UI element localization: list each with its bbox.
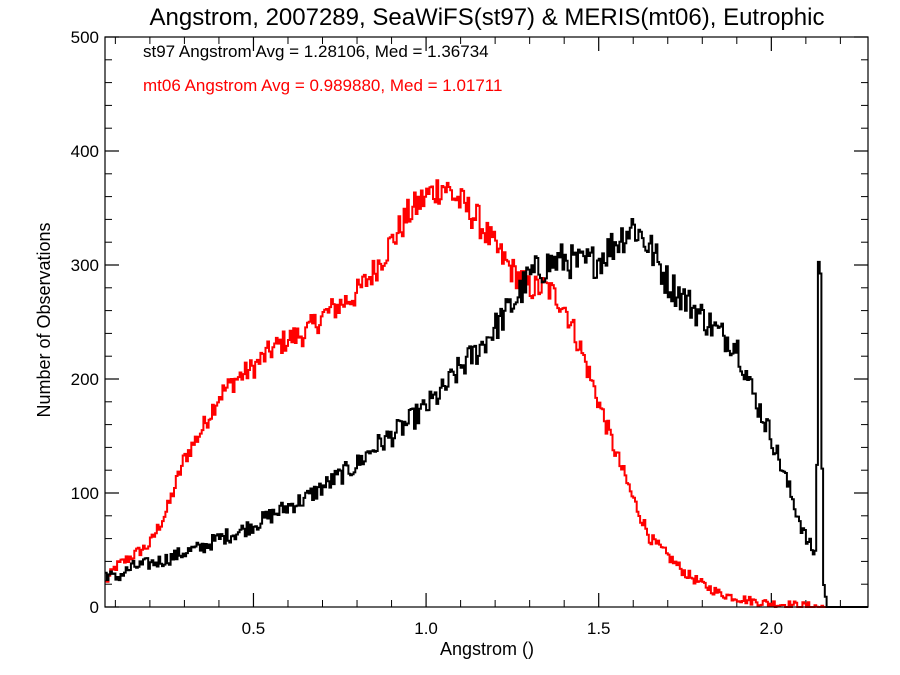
y-tick-label: 100 [71, 484, 99, 503]
y-tick-label: 400 [71, 142, 99, 161]
x-tick-label: 2.0 [760, 619, 784, 638]
axis-ticks: 0.5 1.0 1.5 2.0 0 100 200 300 400 500 [71, 28, 868, 638]
y-tick-label: 0 [90, 598, 99, 617]
series-st97-histogram [105, 218, 868, 608]
x-tick-label: 0.5 [242, 619, 266, 638]
series-mt06-histogram [105, 179, 868, 608]
plot-frame [104, 36, 869, 608]
y-tick-label: 500 [71, 28, 99, 47]
y-tick-label: 200 [71, 370, 99, 389]
x-axis-label: Angstrom () [440, 639, 534, 659]
y-tick-label: 300 [71, 256, 99, 275]
series-layer [105, 179, 868, 608]
chart-title: Angstrom, 2007289, SeaWiFS(st97) & MERIS… [150, 4, 825, 31]
annotation-mt06-stats: mt06 Angstrom Avg = 0.989880, Med = 1.01… [143, 76, 502, 95]
x-tick-label: 1.0 [414, 619, 438, 638]
x-tick-label: 1.5 [587, 619, 611, 638]
y-axis-label: Number of Observations [34, 222, 54, 417]
annotation-st97-stats: st97 Angstrom Avg = 1.28106, Med = 1.367… [143, 42, 489, 61]
